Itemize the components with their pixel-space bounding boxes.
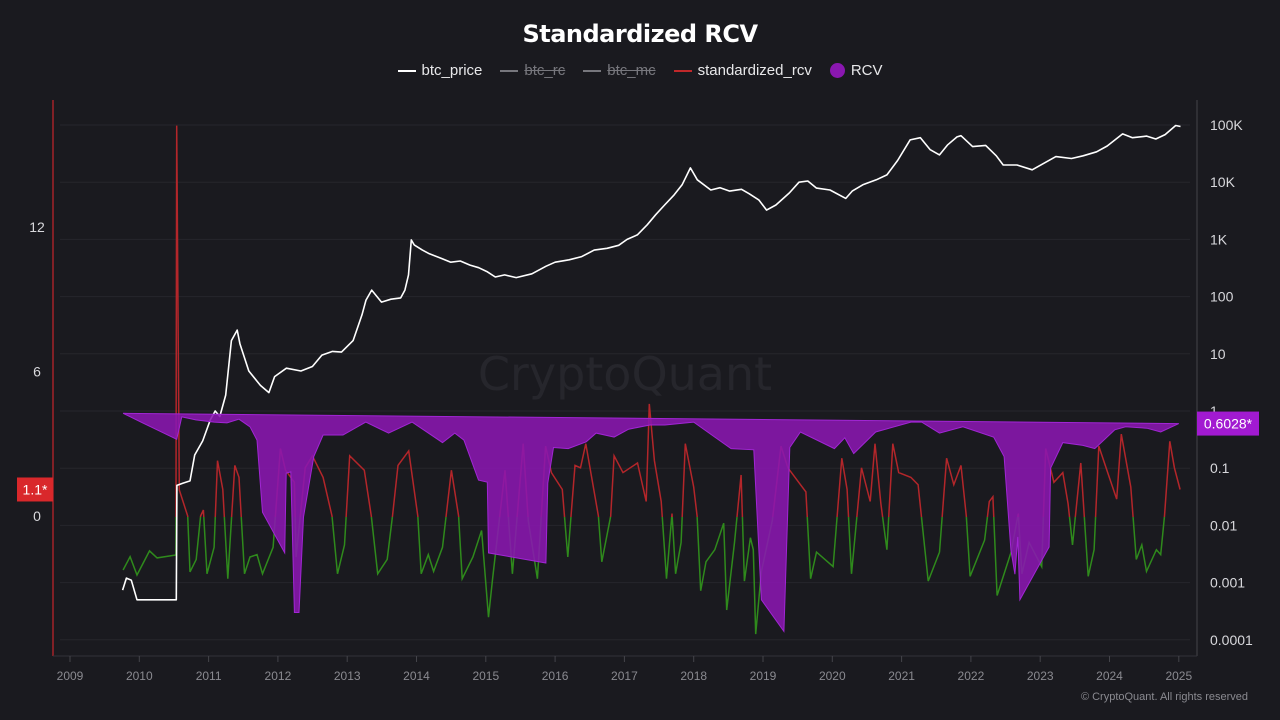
left-axis-tick-label: 6 — [33, 363, 41, 379]
circle-swatch-icon — [829, 63, 845, 78]
right-axis-tick-label: 0.0001 — [1210, 632, 1253, 648]
x-axis-tick-label: 2014 — [403, 669, 430, 683]
legend-label: standardized_rcv — [697, 62, 812, 79]
x-axis-tick-label: 2022 — [958, 669, 985, 683]
legend-label: btc_rc — [524, 62, 566, 79]
legend-item-btc-rc[interactable]: btc_rc — [500, 62, 565, 79]
legend-item-btc-price[interactable]: btc_price — [397, 62, 483, 79]
right-axis-tick-label: 100 — [1210, 289, 1234, 305]
right-axis-tick-label: 100K — [1210, 117, 1243, 133]
line-swatch-icon — [397, 69, 416, 72]
line-swatch-icon — [500, 69, 519, 72]
legend-item-btc-mc[interactable]: btc_mc — [583, 62, 656, 79]
x-axis-tick-label: 2018 — [680, 669, 707, 683]
x-axis-tick-label: 2023 — [1027, 669, 1054, 683]
current-value-label: 1.1* — [23, 481, 48, 497]
legend-item-rcv[interactable]: RCV — [829, 62, 883, 79]
right-axis-tick-label: 10K — [1210, 174, 1236, 190]
btc-price-line — [121, 124, 1181, 601]
right-axis-tick-label: 10 — [1210, 346, 1226, 362]
x-axis-tick-label: 2025 — [1165, 669, 1192, 683]
standardized-rcv-current-value-badge: 1.1* — [17, 477, 53, 502]
watermark-logo: CryptoQuant — [478, 347, 772, 401]
series-layer — [121, 124, 1181, 635]
x-axis-tick-label: 2020 — [819, 669, 846, 683]
left-axis-tick-label: 0 — [33, 508, 41, 524]
copyright-notice: © CryptoQuant. All rights reserved — [1080, 691, 1248, 703]
legend-label: btc_price — [421, 62, 483, 79]
legend-label: RCV — [850, 62, 883, 79]
x-axis-tick-label: 2013 — [334, 669, 361, 683]
x-axis-tick-label: 2012 — [265, 669, 292, 683]
right-axis-tick-label: 0.001 — [1210, 575, 1245, 591]
legend: btc_price btc_rc btc_mc standardized_rcv… — [0, 62, 1280, 79]
x-axis-tick-label: 2024 — [1096, 669, 1123, 683]
x-axis-tick-label: 2010 — [126, 669, 153, 683]
tick-labels: 100K 10K 1K 100 10 1 0.1 0.01 0.001 0.0001 12 6 0 200… — [17, 117, 1259, 683]
line-swatch-icon — [673, 69, 692, 72]
rcv-area — [122, 412, 1180, 633]
legend-label: btc_mc — [607, 62, 656, 79]
x-axis-tick-label: 2021 — [888, 669, 915, 683]
right-axis-tick-label: 1 — [1210, 403, 1218, 419]
right-axis-tick-label: 1K — [1210, 231, 1228, 247]
x-axis-tick-label: 2011 — [196, 669, 222, 683]
right-axis-tick-label: 0.1 — [1210, 460, 1230, 476]
chart-title: Standardized RCV — [522, 20, 758, 48]
x-axis-tick-label: 2009 — [57, 669, 84, 683]
left-axis-tick-label: 12 — [29, 219, 45, 235]
x-axis-tick-label: 2015 — [472, 669, 499, 683]
current-value-label: 0.6028* — [1204, 416, 1253, 432]
x-axis-tick-label: 2017 — [611, 669, 638, 683]
x-axis-tick-label: 2016 — [542, 669, 569, 683]
rcv-current-value-badge: 0.6028* — [1197, 411, 1259, 436]
line-swatch-icon — [583, 69, 602, 72]
legend-item-standardized-rcv[interactable]: standardized_rcv — [673, 62, 812, 79]
right-axis-tick-label: 0.01 — [1210, 517, 1237, 533]
x-axis-tick-label: 2019 — [750, 669, 777, 683]
